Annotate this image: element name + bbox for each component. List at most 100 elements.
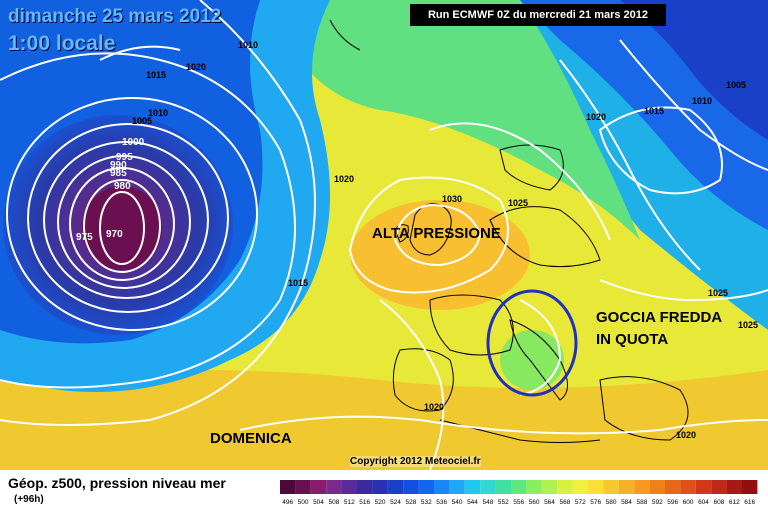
isobar-label: 1015: [146, 70, 166, 80]
isobar-label: 1030: [442, 194, 462, 204]
cold-drop-zone: [500, 330, 564, 390]
green-north: [300, 0, 640, 240]
cold-drop-circle: [486, 289, 578, 397]
scale-swatch: [680, 480, 696, 494]
forecast-time: 1:00 locale: [8, 32, 116, 55]
scale-tick-label: 612: [729, 499, 740, 506]
scale-tick-label: 580: [606, 499, 617, 506]
scale-swatch: [634, 480, 650, 494]
scale-tick-label: 536: [436, 499, 447, 506]
cold-drop-annotation: GOCCIA FREDDA: [596, 309, 723, 326]
scale-swatch: [511, 480, 527, 494]
scale-tick-label: 556: [513, 499, 524, 506]
isobar-label: 1015: [288, 278, 308, 288]
model-run-label: Run ECMWF 0Z du mercredi 21 mars 2012: [410, 4, 666, 26]
scale-tick-label: 512: [344, 499, 355, 506]
scale-swatch: [495, 480, 511, 494]
isobar-label: 995: [116, 152, 133, 163]
scale-tick-label: 588: [636, 499, 647, 506]
scale-swatch: [418, 480, 434, 494]
scale-tick-label: 560: [529, 499, 540, 506]
isobar-label: 985: [110, 168, 127, 179]
isobar-label: 1025: [508, 198, 528, 208]
isobars: [0, 0, 768, 470]
isobar-label: 1015: [644, 106, 664, 116]
scale-tick-label: 592: [652, 499, 663, 506]
scale-swatch: [372, 480, 388, 494]
scale-swatch: [726, 480, 742, 494]
scale-tick-label: 604: [698, 499, 709, 506]
scale-swatch: [572, 480, 588, 494]
forecast-date: dimanche 25 mars 2012: [8, 6, 222, 27]
isobar-label: 1010: [692, 96, 712, 106]
scale-tick-label: 584: [621, 499, 632, 506]
day-annotation: DOMENICA: [210, 430, 292, 447]
scale-swatch: [464, 480, 481, 494]
scale-swatch: [341, 480, 357, 494]
warm-band: [0, 370, 768, 470]
scale-tick-label: 608: [713, 499, 724, 506]
scale-swatch: [310, 480, 327, 494]
scale-tick-label: 552: [498, 499, 509, 506]
isobar-label: 1020: [334, 174, 354, 184]
scale-tick-label: 516: [359, 499, 370, 506]
scale-tick-label: 568: [559, 499, 570, 506]
scale-tick-label: 504: [313, 499, 324, 506]
legend-title: Géop. z500, pression niveau mer: [8, 475, 226, 491]
isobar-label: 975: [76, 232, 93, 243]
scale-swatch: [557, 480, 573, 494]
copyright-notice: Copyright 2012 Meteociel.fr: [350, 456, 481, 467]
scale-swatch: [403, 480, 419, 494]
scale-swatch: [449, 480, 465, 494]
scale-swatch: [649, 480, 665, 494]
scale-tick-label: 540: [452, 499, 463, 506]
scale-swatch: [326, 480, 342, 494]
scale-tick-label: 496: [282, 499, 293, 506]
isobar-label: 1020: [424, 402, 444, 412]
scale-swatch: [695, 480, 712, 494]
scale-swatch: [618, 480, 635, 494]
scale-swatch: [711, 480, 727, 494]
isobar-label: 970: [106, 229, 123, 240]
color-scale: 496 500 504 508 512 516 520 524 528 532 536 540 544 5…: [280, 480, 758, 506]
isobar-label: 1020: [186, 62, 206, 72]
isobar-label: 990: [110, 160, 127, 171]
scale-swatch: [280, 480, 296, 494]
scale-tick-label: 544: [467, 499, 478, 506]
scale-swatch: [357, 480, 373, 494]
scale-tick-label: 600: [683, 499, 694, 506]
scale-tick-label: 508: [328, 499, 339, 506]
scale-tick-label: 500: [298, 499, 309, 506]
scale-swatch: [295, 480, 311, 494]
isobar-label: 1010: [148, 108, 168, 118]
high-pressure-zone: [350, 200, 530, 310]
scale-swatch: [480, 480, 496, 494]
coastlines: [329, 19, 689, 443]
low-core: [82, 186, 162, 270]
cold-northeast-deep: [600, 0, 768, 140]
high-pressure-annotation: ALTA PRESSIONE: [372, 225, 501, 242]
scale-tick-label: 616: [744, 499, 755, 506]
scale-swatch: [665, 480, 681, 494]
geopotential-map: 1010 1020 1015 1010 1005 1000 995 990 98…: [0, 0, 768, 470]
isobar-labels: 1010 1020 1015 1010 1005 1000 995 990 98…: [76, 40, 758, 440]
scale-tick-label: 528: [405, 499, 416, 506]
cold-drop-annotation-line2: IN QUOTA: [596, 331, 669, 348]
isobar-label: 1010: [238, 40, 258, 50]
scale-swatch: [603, 480, 619, 494]
isobar-label: 980: [114, 181, 131, 192]
scale-swatch: [541, 480, 558, 494]
scale-tick-label: 548: [482, 499, 493, 506]
scale-swatch: [387, 480, 404, 494]
scale-tick-label: 532: [421, 499, 432, 506]
scale-tick-label: 524: [390, 499, 401, 506]
scale-tick-label: 596: [667, 499, 678, 506]
scale-swatch: [526, 480, 542, 494]
scale-swatch: [588, 480, 604, 494]
scale-swatch: [434, 480, 450, 494]
scale-tick-label: 520: [375, 499, 386, 506]
isobar-label: 1005: [726, 80, 746, 90]
isobar-label: 1025: [738, 320, 758, 330]
scale-tick-label: 576: [590, 499, 601, 506]
